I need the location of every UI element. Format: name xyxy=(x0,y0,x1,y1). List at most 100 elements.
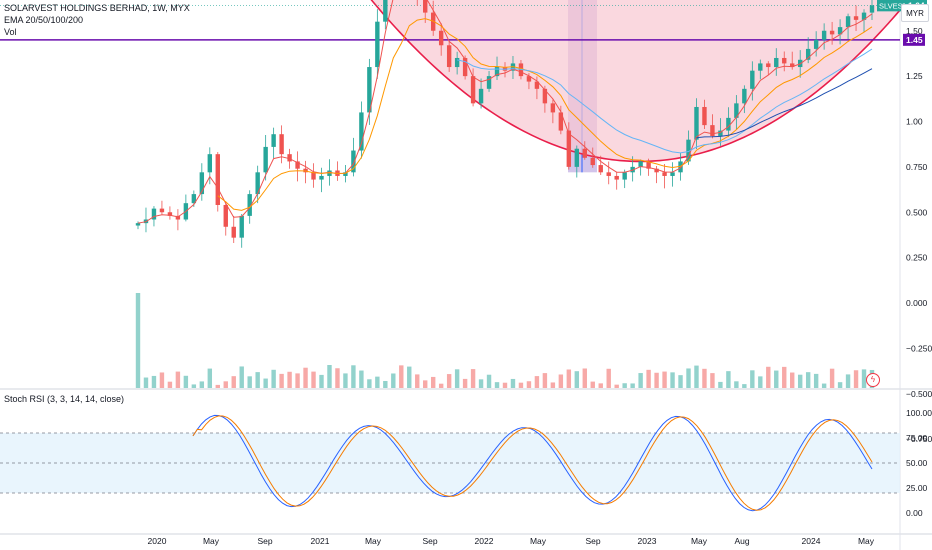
volume-bar xyxy=(446,374,452,388)
volume-bar xyxy=(542,373,548,388)
volume-bar xyxy=(430,376,436,388)
candle-body xyxy=(678,161,683,173)
candle-body xyxy=(478,88,484,104)
volume-bar xyxy=(845,374,851,388)
volume-bar xyxy=(367,379,372,388)
rsi-tick-label: 25.00 xyxy=(906,483,928,493)
volume-bar xyxy=(782,366,787,388)
rsi-title: Stoch RSI (3, 3, 14, 14, close) xyxy=(4,394,125,404)
x-tick-label: Aug xyxy=(734,536,749,546)
symbol-badge xyxy=(877,0,905,12)
volume-bar xyxy=(231,376,236,388)
candle-body xyxy=(718,130,723,137)
candle-body xyxy=(223,204,228,227)
volume-bar xyxy=(135,293,141,388)
candle-body xyxy=(199,172,205,195)
candle-body xyxy=(566,130,572,167)
candle-body xyxy=(470,76,476,104)
volume-bar xyxy=(718,381,723,388)
candle-body xyxy=(686,139,691,162)
volume-bar xyxy=(319,374,324,388)
volume-bar xyxy=(646,369,651,388)
volume-bar xyxy=(502,382,508,388)
volume-bar xyxy=(805,372,811,388)
candle-body xyxy=(215,154,220,205)
y-tick-label: −0.250 xyxy=(906,343,932,353)
candle-body xyxy=(446,45,452,68)
volume-bar xyxy=(710,373,715,388)
y-tick-label: 1.00 xyxy=(906,117,923,127)
volume-bar xyxy=(662,371,667,388)
candle-body xyxy=(622,172,627,180)
candle-body xyxy=(869,5,875,13)
volume-bar xyxy=(423,380,428,388)
candle-body xyxy=(255,172,260,195)
volume-bar xyxy=(351,365,356,388)
candle-body xyxy=(423,0,428,13)
candle-body xyxy=(454,57,460,68)
candle-body xyxy=(774,57,779,68)
volume-bar xyxy=(670,372,675,388)
y-tick-label: 0.500 xyxy=(906,207,928,217)
volume-bar xyxy=(606,368,611,388)
volume-bar xyxy=(574,371,580,388)
candle-body xyxy=(758,63,763,71)
candle-body xyxy=(287,154,292,162)
x-tick-label: May xyxy=(203,536,220,546)
candle-body xyxy=(558,112,564,131)
volume-bar xyxy=(215,384,220,388)
symbol-badge-label: SLVEST xyxy=(879,1,908,10)
candle-body xyxy=(790,63,795,68)
candle-body xyxy=(271,134,276,147)
volume-bar xyxy=(510,378,516,388)
volume-bar xyxy=(678,375,683,388)
candle-body xyxy=(829,30,835,35)
volume-bar xyxy=(287,371,292,388)
volume-bar xyxy=(271,369,276,388)
volume-bar xyxy=(199,381,205,388)
candle-body xyxy=(534,81,540,89)
x-tick-label: 2023 xyxy=(638,536,657,546)
volume-bar xyxy=(750,370,755,388)
candle-body xyxy=(853,16,859,20)
candle-body xyxy=(319,175,324,180)
rsi-tick-label: 50.00 xyxy=(906,458,928,468)
x-tick-label: May xyxy=(691,536,708,546)
lightning-icon[interactable]: ϟ xyxy=(866,373,880,387)
candle-body xyxy=(279,134,284,155)
currency-button[interactable]: MYR xyxy=(901,4,929,22)
x-tick-label: Sep xyxy=(422,536,437,546)
legend-ema: EMA 20/50/100/200 xyxy=(4,15,84,25)
candle-body xyxy=(343,172,348,176)
y-tick-label: −0.750 xyxy=(906,434,932,444)
volume-bar xyxy=(702,368,707,388)
candle-body xyxy=(845,16,851,28)
volume-bar xyxy=(391,373,396,388)
candle-body xyxy=(750,70,755,89)
candle-body xyxy=(837,27,843,35)
x-tick-label: May xyxy=(365,536,382,546)
y-tick-label: 1.25 xyxy=(906,71,923,81)
candle-body xyxy=(295,161,300,169)
candle-body xyxy=(670,172,675,176)
y-tick-label: −0.500 xyxy=(906,389,932,399)
x-tick-label: Sep xyxy=(257,536,272,546)
candle-body xyxy=(239,215,244,238)
y-tick-label: 0.000 xyxy=(906,298,928,308)
candle-body xyxy=(861,12,867,20)
cup-shape-fill xyxy=(371,0,900,162)
volume-bar xyxy=(239,366,244,388)
volume-bar xyxy=(494,382,500,388)
volume-bar xyxy=(829,368,835,388)
volume-bar xyxy=(167,381,173,388)
candle-body xyxy=(638,161,643,167)
candle-body xyxy=(614,175,619,180)
candle-body xyxy=(438,30,444,46)
volume-bar xyxy=(478,379,484,388)
candle-body xyxy=(526,76,532,82)
volume-bar xyxy=(415,374,420,388)
volume-bar xyxy=(462,378,468,388)
volume-bar xyxy=(622,383,627,388)
volume-bar xyxy=(861,369,867,388)
